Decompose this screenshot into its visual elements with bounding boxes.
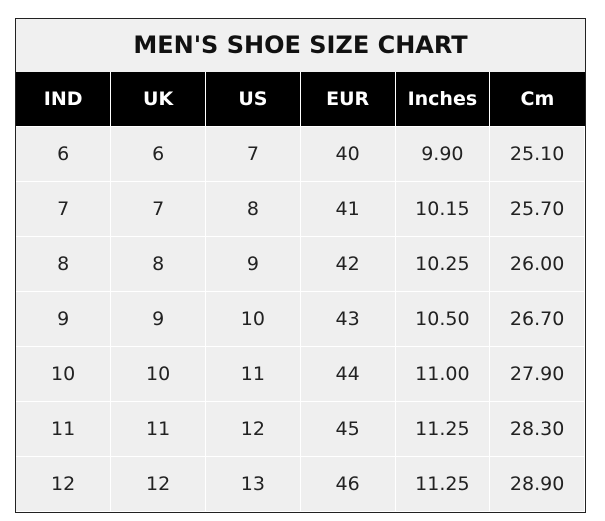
table-cell: 45 <box>299 401 396 457</box>
column-header: EUR <box>299 72 395 127</box>
table-cell: 9.90 <box>394 126 491 182</box>
table-cell: 8 <box>110 236 206 292</box>
table-cell: 6 <box>110 126 206 182</box>
table-cell: 12 <box>16 456 112 512</box>
column-header: IND <box>16 72 111 127</box>
table-cell: 28.90 <box>489 456 585 512</box>
table-cell: 8 <box>16 236 112 292</box>
table-cell: 27.90 <box>489 346 585 402</box>
table-cell: 10 <box>16 346 112 402</box>
size-chart: MEN'S SHOE SIZE CHART IND UK US EUR Inches Cm… <box>15 18 586 513</box>
table-cell: 42 <box>299 236 396 292</box>
table-cell: 26.00 <box>489 236 585 292</box>
table-cell: 10.15 <box>394 181 491 237</box>
column-header: Inches <box>394 72 490 127</box>
column-header: Cm <box>489 72 585 127</box>
table-cell: 9 <box>205 236 301 292</box>
table-cell: 8 <box>205 181 301 237</box>
table-cell: 13 <box>205 456 301 512</box>
table-cell: 25.10 <box>489 126 585 182</box>
table-cell: 28.30 <box>489 401 585 457</box>
table-cell: 46 <box>299 456 396 512</box>
table-cell: 7 <box>16 181 112 237</box>
table-cell: 26.70 <box>489 291 585 347</box>
table-cell: 12 <box>110 456 206 512</box>
table-cell: 7 <box>110 181 206 237</box>
table-row: 6 6 7 40 9.90 25.10 <box>16 126 585 182</box>
table-row: 8 8 9 42 10.25 26.00 <box>16 236 585 292</box>
table-cell: 9 <box>16 291 112 347</box>
table-cell: 40 <box>299 126 396 182</box>
table-cell: 44 <box>299 346 396 402</box>
table-cell: 10 <box>205 291 301 347</box>
table-cell: 11 <box>205 346 301 402</box>
table-cell: 11 <box>16 401 112 457</box>
table-cell: 11.25 <box>394 456 491 512</box>
table-cell: 41 <box>299 181 396 237</box>
table-row: 10 10 11 44 11.00 27.90 <box>16 346 585 402</box>
table-cell: 11.25 <box>394 401 491 457</box>
size-table: IND UK US EUR Inches Cm 6 6 7 40 9.90 25.10 7 7 8 41 10… <box>16 72 585 512</box>
header-row: IND UK US EUR Inches Cm <box>16 72 585 127</box>
table-cell: 11 <box>110 401 206 457</box>
table-cell: 11.00 <box>394 346 491 402</box>
table-cell: 12 <box>205 401 301 457</box>
table-cell: 7 <box>205 126 301 182</box>
table-cell: 6 <box>16 126 112 182</box>
table-row: 7 7 8 41 10.15 25.70 <box>16 181 585 237</box>
table-cell: 10.50 <box>394 291 491 347</box>
table-cell: 43 <box>299 291 396 347</box>
chart-title: MEN'S SHOE SIZE CHART <box>16 19 585 72</box>
table-row: 11 11 12 45 11.25 28.30 <box>16 401 585 457</box>
table-cell: 10 <box>110 346 206 402</box>
table-row: 12 12 13 46 11.25 28.90 <box>16 456 585 512</box>
table-cell: 9 <box>110 291 206 347</box>
table-cell: 25.70 <box>489 181 585 237</box>
column-header: UK <box>110 72 206 127</box>
column-header: US <box>205 72 301 127</box>
table-row: 9 9 10 43 10.50 26.70 <box>16 291 585 347</box>
table-cell: 10.25 <box>394 236 491 292</box>
